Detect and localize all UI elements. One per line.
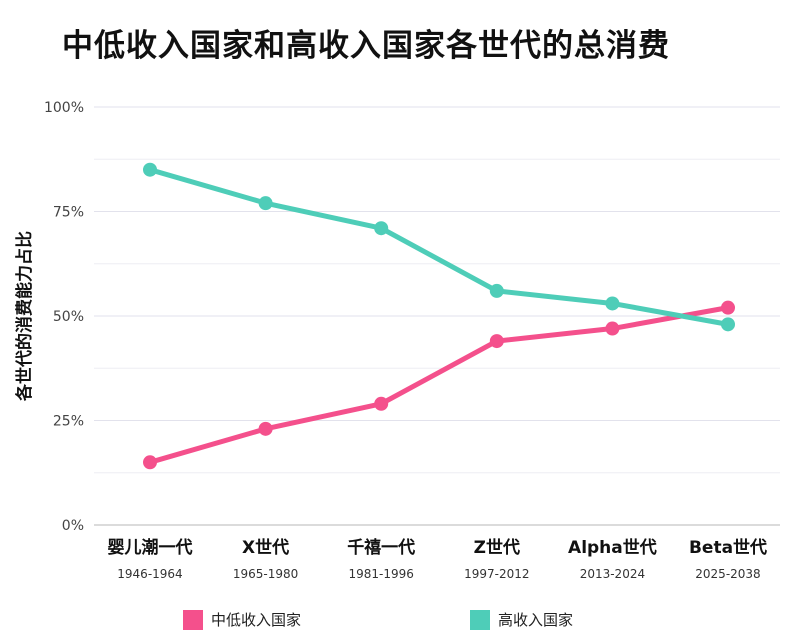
gridlines — [94, 106, 780, 526]
legend-swatch — [470, 609, 490, 630]
y-axis-label: 各世代的消费能力占比 — [14, 231, 35, 402]
y-tick-label: 100% — [44, 100, 84, 116]
x-category-label: 婴儿潮一代 — [108, 537, 193, 558]
x-category-label: X世代 — [242, 537, 289, 558]
x-category-label: Alpha世代 — [568, 537, 657, 558]
data-point — [143, 162, 157, 177]
data-point — [721, 300, 735, 315]
x-category-years: 1981-1996 — [348, 567, 413, 581]
y-tick-label: 25% — [53, 414, 84, 430]
data-point — [605, 296, 620, 311]
chart-title: 中低收入国家和高收入国家各世代的总消费 — [62, 28, 670, 64]
x-axis-categories: 婴儿潮一代 1946-1964 X世代 1965-1980 千禧一代 1981-1996 Z… — [108, 537, 768, 581]
y-tick-label: 0% — [62, 518, 84, 534]
data-point — [489, 334, 504, 349]
legend-label: 高收入国家 — [498, 611, 574, 629]
x-category-label: Z世代 — [474, 537, 520, 558]
x-category-years: 2013-2024 — [580, 567, 645, 581]
data-point — [489, 283, 504, 298]
x-category-years: 2025-2038 — [695, 567, 760, 581]
data-point — [258, 196, 273, 211]
y-tick-label: 75% — [53, 205, 84, 221]
legend-label: 中低收入国家 — [211, 611, 302, 629]
y-tick-label: 50% — [53, 309, 84, 325]
x-category-label: Beta世代 — [689, 537, 767, 558]
series-lines — [143, 162, 735, 470]
series-line — [147, 167, 731, 327]
data-point — [258, 421, 273, 436]
x-category-years: 1946-1964 — [117, 567, 182, 581]
data-point — [374, 221, 389, 236]
x-category-label: 千禧一代 — [347, 537, 415, 558]
legend-item-low-middle-income: 中低收入国家 — [183, 609, 301, 630]
legend-item-high-income: 高收入国家 — [470, 609, 573, 630]
series-line — [147, 305, 731, 465]
x-category-years: 1997-2012 — [464, 567, 529, 581]
y-axis-ticks: 0% 25% 50% 75% 100% — [44, 100, 84, 534]
data-point — [605, 321, 620, 336]
x-category-years: 1965-1980 — [233, 567, 298, 581]
data-point — [721, 317, 735, 332]
legend-swatch — [183, 609, 203, 630]
data-point — [143, 455, 157, 470]
data-point — [374, 396, 389, 411]
